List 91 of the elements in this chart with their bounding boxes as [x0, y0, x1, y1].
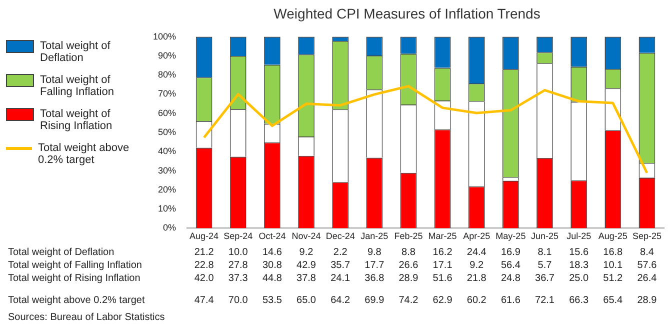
y-tick-label: 60% — [158, 108, 176, 118]
x-tick-label: Feb-25 — [394, 231, 423, 242]
y-tick-label: 50% — [158, 126, 176, 137]
x-tick-label: Sep-25 — [632, 231, 662, 242]
data-label: 56.4 — [500, 260, 521, 271]
data-label: 62.9 — [432, 294, 453, 306]
data-label: 21.2 — [194, 246, 214, 258]
data-label: 70.0 — [228, 294, 248, 306]
data-label: 8.1 — [538, 246, 552, 258]
data-label: 66.3 — [569, 294, 589, 306]
data-label: 24.4 — [466, 246, 487, 258]
data-label: 18.3 — [569, 260, 589, 271]
data-label: 26.4 — [637, 272, 658, 284]
x-tick-label: Oct-24 — [258, 231, 286, 242]
data-label: 9.2 — [299, 246, 314, 258]
data-label: 17.1 — [432, 260, 453, 271]
data-label: 16.8 — [603, 246, 624, 258]
data-label: 36.7 — [535, 272, 555, 284]
data-label: 16.9 — [500, 246, 521, 258]
x-tick-label: Aug-24 — [190, 231, 219, 242]
data-label: 37.8 — [296, 272, 316, 284]
data-label: 2.2 — [333, 246, 348, 258]
x-tick-label: Dec-24 — [326, 231, 355, 242]
source-note: Sources: Bureau of Labor Statistics — [8, 312, 165, 323]
data-label: 44.8 — [262, 272, 282, 284]
data-label: 53.5 — [262, 294, 282, 306]
data-label: 30.8 — [262, 260, 282, 271]
x-tick-label: Jan-25 — [360, 231, 388, 242]
data-label: 24.8 — [500, 272, 521, 284]
data-label: 28.9 — [398, 272, 419, 284]
y-tick-label: 100% — [152, 31, 176, 42]
x-tick-label: May-25 — [496, 231, 526, 242]
chart-title: Weighted CPI Measures of Inflation Trends — [274, 5, 540, 22]
data-label: 60.2 — [466, 294, 487, 306]
y-tick-label: 10% — [158, 204, 176, 214]
x-tick-label: Mar-25 — [428, 231, 457, 242]
y-tick-label: 20% — [158, 184, 176, 194]
data-label: 22.8 — [194, 260, 214, 271]
text: Total weight of Rising Inflation — [8, 272, 140, 284]
legend-label: Total weight above 0.2% target — [38, 142, 130, 166]
data-label: 65.4 — [603, 294, 624, 306]
y-tick-label: 30% — [158, 165, 176, 176]
x-tick-label: Aug-25 — [598, 231, 628, 242]
data-label: 17.7 — [364, 260, 385, 271]
legend-label: Total weight of Rising Inflation — [40, 108, 114, 132]
data-label: 26.6 — [398, 260, 419, 271]
data-label: 36.8 — [364, 272, 385, 284]
data-label: 14.6 — [262, 246, 282, 258]
text: Total weight above 0.2% target — [8, 294, 145, 306]
data-label: 10.0 — [228, 246, 248, 258]
data-label: 28.9 — [637, 294, 658, 306]
data-label: 42.9 — [296, 260, 316, 271]
legend-label: Total weight of Deflation — [40, 40, 112, 64]
data-label: 74.2 — [398, 294, 419, 306]
data-label: 35.7 — [330, 260, 350, 271]
data-label: 47.4 — [194, 294, 214, 306]
x-tick-label: Nov-24 — [292, 231, 321, 242]
text: Total weight of Falling Inflation — [8, 260, 142, 271]
data-label: 15.6 — [569, 246, 589, 258]
x-tick-label: Apr-25 — [463, 231, 490, 242]
data-label: 9.8 — [367, 246, 382, 258]
data-label: 51.2 — [603, 272, 624, 284]
legend-label: Total weight of Falling Inflation — [40, 74, 115, 98]
data-label: 65.0 — [296, 294, 316, 306]
data-label: 57.6 — [637, 260, 658, 271]
data-label: 24.1 — [330, 272, 350, 284]
data-label: 42.0 — [194, 272, 214, 284]
data-label: 72.1 — [535, 294, 555, 306]
data-label: 5.7 — [538, 260, 552, 271]
data-label: 10.1 — [603, 260, 624, 271]
y-tick-label: 40% — [158, 146, 176, 156]
y-tick-label: 80% — [158, 70, 176, 80]
x-tick-label: Sep-24 — [224, 231, 253, 242]
data-label: 27.8 — [228, 260, 248, 271]
text: Total weight of Deflation — [8, 246, 114, 258]
data-label: 61.6 — [500, 294, 521, 306]
data-label: 8.4 — [640, 246, 654, 258]
data-label: 69.9 — [364, 294, 385, 306]
y-tick-label: 0% — [163, 222, 176, 233]
data-label: 37.3 — [228, 272, 248, 284]
data-label: 8.8 — [402, 246, 416, 258]
y-tick-label: 70% — [158, 88, 176, 99]
x-tick-label: Jul-25 — [566, 231, 592, 242]
y-tick-label: 90% — [158, 50, 176, 60]
data-label: 16.2 — [432, 246, 453, 258]
x-tick-label: Jun-25 — [530, 231, 559, 242]
data-label: 9.2 — [470, 260, 484, 271]
data-label: 64.2 — [330, 294, 350, 306]
data-label: 21.8 — [466, 272, 487, 284]
data-label: 25.0 — [569, 272, 589, 284]
data-label: 51.6 — [432, 272, 453, 284]
